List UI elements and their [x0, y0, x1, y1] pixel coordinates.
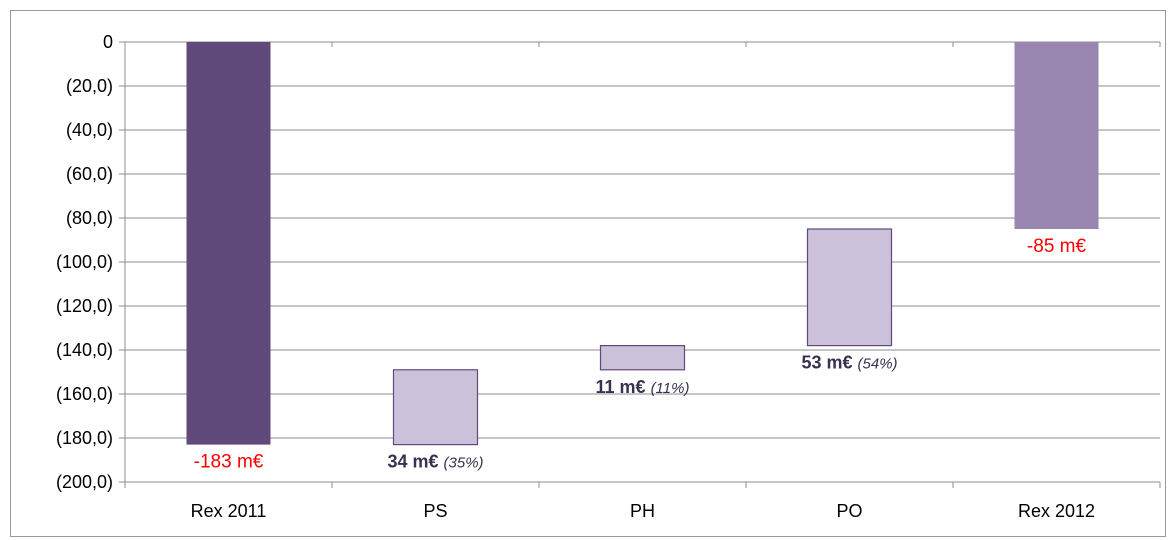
data-label: 11 m€ (11%): [596, 377, 690, 397]
data-label-percent: (54%): [858, 356, 898, 373]
grid-layer: [125, 41, 1160, 439]
x-tick-label: PO: [836, 501, 862, 521]
y-tick-label: (40,0): [66, 120, 113, 140]
data-label: -85 m€: [1027, 236, 1087, 257]
y-tick-label: (200,0): [56, 472, 113, 492]
y-tick-label: (140,0): [56, 340, 113, 360]
bar-layer: [186, 42, 1099, 446]
y-tick-label: (60,0): [66, 164, 113, 184]
y-tick-label: (20,0): [66, 76, 113, 96]
bar: [1014, 42, 1099, 229]
bar: [599, 345, 686, 371]
y-tick-label: (80,0): [66, 208, 113, 228]
label-layer: -183 m€ 34 m€ (35%) 11 m€ (11%) 53 m€ (54%)…: [194, 236, 1087, 473]
y-tick-label: (120,0): [56, 296, 113, 316]
data-label-value: 34 m€: [387, 452, 443, 472]
data-label-percent: (11%): [651, 380, 690, 397]
y-tick-label: (160,0): [56, 384, 113, 404]
bar: [186, 42, 271, 445]
data-label: 53 m€ (54%): [801, 353, 897, 373]
y-tick-label: (180,0): [56, 428, 113, 448]
bar: [392, 369, 479, 446]
data-label-value: 53 m€: [801, 353, 857, 373]
data-label-percent: (35%): [444, 455, 484, 472]
data-label-value: 11 m€: [596, 377, 651, 397]
x-tick-label: PH: [630, 501, 655, 521]
axis-layer: 0 (20,0) (40,0) (60,0) (80,0) (100,0) (120,0) (…: [56, 32, 1161, 521]
x-tick-label: Rex 2011: [191, 501, 267, 521]
data-label: 34 m€ (35%): [387, 452, 483, 472]
data-label: -183 m€: [194, 452, 264, 473]
x-tick-label: Rex 2012: [1018, 501, 1095, 521]
y-tick-label: (100,0): [56, 252, 113, 272]
bar: [806, 228, 893, 347]
x-tick-label: PS: [423, 501, 447, 521]
y-tick-label: 0: [103, 32, 113, 52]
